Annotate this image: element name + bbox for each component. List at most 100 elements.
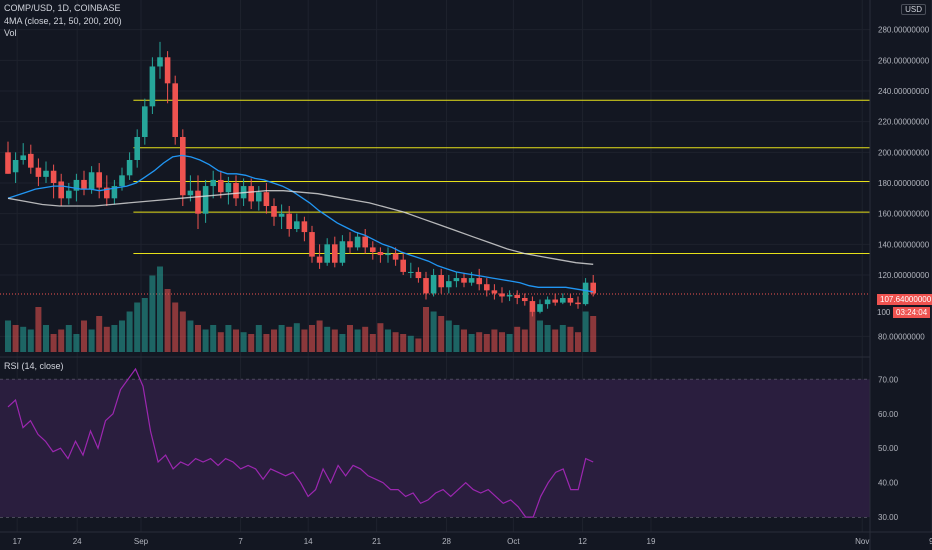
- volume-bar: [225, 325, 232, 352]
- candle-body: [210, 179, 216, 187]
- volume-bar: [309, 325, 315, 352]
- time-tick-label: Sep: [134, 537, 149, 546]
- time-tick-label: 17: [13, 537, 22, 546]
- candle-body: [28, 153, 34, 168]
- candle-body: [324, 244, 330, 263]
- time-tick-label: 9: [929, 537, 932, 546]
- candle-body: [35, 167, 42, 177]
- candle-body: [354, 236, 361, 248]
- candle-body: [415, 271, 422, 279]
- candle: [529, 296, 536, 317]
- price-axis[interactable]: 280.00000000 260.00000000 240.00000000 220.…: [878, 26, 930, 342]
- volume-bar: [50, 334, 57, 352]
- candle-body: [218, 179, 224, 193]
- candle-body: [446, 281, 452, 288]
- volume-bar: [119, 320, 125, 352]
- candle: [96, 163, 102, 199]
- price-tick-label: 140.00000000: [878, 240, 930, 249]
- time-tick-label: 21: [372, 537, 381, 546]
- candle-body: [286, 213, 292, 229]
- volume-bar: [187, 320, 194, 352]
- candle: [301, 216, 308, 242]
- candle-body: [590, 282, 596, 294]
- time-tick-label: 19: [647, 537, 656, 546]
- volume-bar: [65, 325, 72, 352]
- candle-body: [301, 221, 308, 233]
- candle-body: [544, 299, 551, 305]
- candle: [195, 175, 201, 229]
- volume-bar: [377, 323, 384, 352]
- candle-body: [468, 278, 475, 283]
- volume-bars: [5, 266, 597, 352]
- candle-body: [126, 160, 133, 176]
- time-tick-label: 24: [73, 537, 82, 546]
- candle-body: [73, 179, 80, 191]
- candle-body: [484, 284, 490, 291]
- candle: [339, 235, 346, 266]
- price-tick-label: 260.00000000: [878, 56, 930, 65]
- candle-body: [476, 278, 482, 285]
- candlesticks: [5, 41, 596, 317]
- candle-body: [537, 304, 543, 312]
- candle: [278, 204, 285, 229]
- candle: [43, 161, 49, 183]
- candle-body: [81, 179, 87, 190]
- currency-button[interactable]: USD: [901, 4, 926, 15]
- rsi-tick-label: 30.00: [878, 513, 899, 522]
- volume-bar: [217, 332, 224, 352]
- candle: [408, 262, 414, 279]
- candle: [180, 129, 186, 206]
- symbol-title[interactable]: COMP/USD, 1D, COINBASE: [4, 3, 121, 13]
- candle-body: [461, 278, 467, 283]
- rsi-axis[interactable]: 70.00 60.00 50.00 40.00 30.00: [878, 375, 899, 522]
- candle-body: [119, 175, 125, 187]
- candle: [332, 236, 338, 268]
- candle: [233, 175, 239, 206]
- candle-body: [88, 172, 95, 190]
- candle-body: [248, 186, 254, 202]
- ma-indicator-label[interactable]: 4MA (close, 21, 50, 200, 200): [4, 16, 122, 26]
- candle: [461, 273, 467, 288]
- volume-bar: [58, 329, 65, 352]
- candle: [567, 293, 574, 306]
- candle-body: [66, 190, 72, 199]
- candle: [81, 170, 87, 196]
- volume-bar: [278, 325, 285, 352]
- candle-body: [256, 192, 262, 202]
- candle: [415, 267, 422, 283]
- volume-bar: [438, 316, 445, 352]
- candle: [499, 287, 505, 303]
- time-axis[interactable]: 1724Sep7142128Oct1219Nov91623De: [13, 537, 932, 546]
- time-tick-label: 14: [304, 537, 313, 546]
- candle-body: [195, 190, 201, 214]
- volume-bar: [392, 332, 399, 352]
- ma21-line: [7, 154, 594, 293]
- candle: [484, 278, 490, 297]
- volume-bar: [134, 302, 141, 352]
- candle: [248, 178, 254, 210]
- candle: [522, 293, 528, 306]
- candle: [476, 268, 482, 291]
- candle-body: [164, 57, 171, 84]
- candle-body: [506, 294, 513, 297]
- volume-bar: [499, 332, 505, 352]
- volume-bar: [35, 307, 42, 352]
- volume-bar: [331, 329, 338, 352]
- candle: [446, 275, 452, 294]
- volume-bar: [233, 329, 239, 352]
- volume-bar: [430, 311, 437, 352]
- volume-bar: [164, 289, 171, 352]
- volume-bar: [81, 320, 87, 352]
- volume-bar: [141, 298, 148, 352]
- volume-bar: [483, 334, 490, 352]
- volume-bar: [559, 325, 566, 352]
- volume-bar: [73, 334, 80, 352]
- rsi-indicator-label[interactable]: RSI (14, close): [4, 361, 64, 371]
- candle-body: [438, 275, 444, 288]
- price-tick-label: 180.00000000: [878, 179, 930, 188]
- support-resistance-levels: [0, 99, 870, 295]
- candle: [149, 57, 156, 114]
- candle-body: [408, 271, 414, 273]
- volume-indicator-label[interactable]: Vol: [4, 28, 17, 38]
